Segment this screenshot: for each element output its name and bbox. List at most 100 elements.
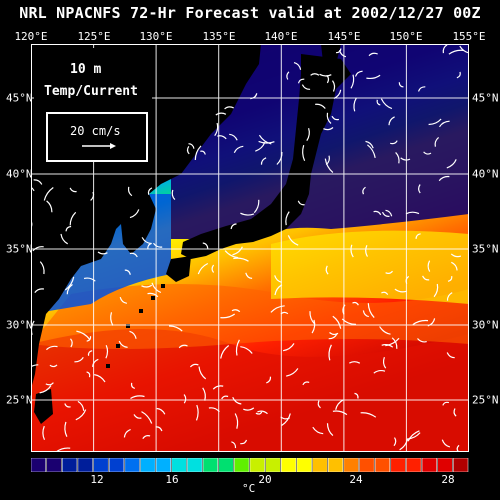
current-streak xyxy=(76,330,91,340)
current-streak xyxy=(110,312,114,326)
lat-label: 45°N xyxy=(472,91,499,105)
current-streak xyxy=(315,103,326,109)
current-streak xyxy=(390,140,398,145)
current-streak xyxy=(373,369,386,374)
current-streak xyxy=(326,112,332,124)
lon-label: 140°E xyxy=(264,30,298,43)
current-streak xyxy=(274,284,283,296)
current-streak xyxy=(395,151,400,164)
current-streak xyxy=(147,292,159,298)
lat-label: 35°N xyxy=(6,242,33,256)
current-streak xyxy=(333,89,342,100)
colorbar-tick-label: 16 xyxy=(165,473,179,486)
current-streak xyxy=(331,80,336,92)
current-streak xyxy=(70,338,73,348)
colorbar-tick-label: 20 xyxy=(258,473,272,486)
current-streak xyxy=(220,345,230,359)
current-streak xyxy=(328,333,338,340)
current-streak xyxy=(220,313,236,319)
current-streak xyxy=(233,145,244,153)
current-streak xyxy=(224,250,239,259)
colorbar-tick-label: 12 xyxy=(90,473,104,486)
current-scale-label: 20 cm/s xyxy=(70,124,121,138)
current-streak xyxy=(130,382,135,389)
current-streak xyxy=(380,98,393,110)
colorbar-swatch xyxy=(374,458,391,472)
current-streak xyxy=(168,325,183,332)
current-streak xyxy=(86,336,92,342)
colorbar-swatch xyxy=(31,458,46,472)
current-vectors xyxy=(31,44,469,452)
current-scale-box xyxy=(46,112,148,162)
current-streak xyxy=(367,144,376,159)
current-streak xyxy=(183,394,187,404)
current-streak xyxy=(231,309,241,313)
current-streak xyxy=(382,356,387,369)
current-streak xyxy=(129,252,138,258)
current-streak xyxy=(233,257,249,262)
current-streak xyxy=(302,381,310,386)
colorbar-swatch xyxy=(406,458,422,472)
current-streak xyxy=(255,411,263,415)
current-streak xyxy=(60,233,69,245)
lat-label: 35°N xyxy=(472,242,499,256)
current-streak xyxy=(368,52,378,57)
current-streak xyxy=(388,116,395,126)
current-streak xyxy=(450,253,462,258)
lat-label: 30°N xyxy=(472,318,499,332)
current-streak xyxy=(362,186,366,195)
current-streak xyxy=(422,275,430,281)
current-streak xyxy=(94,374,106,383)
current-streak xyxy=(438,175,450,182)
current-streak xyxy=(235,339,240,356)
lat-label: 25°N xyxy=(6,393,33,407)
lat-label: 25°N xyxy=(472,393,499,407)
current-streak xyxy=(202,242,209,249)
current-streak xyxy=(446,159,457,169)
current-streak xyxy=(171,189,176,201)
colorbar-swatch xyxy=(93,458,109,472)
current-streak xyxy=(86,371,91,378)
current-streak xyxy=(325,265,329,275)
current-streak xyxy=(306,128,310,142)
current-streak xyxy=(46,200,53,213)
current-streak xyxy=(354,70,363,77)
current-streak xyxy=(229,133,238,141)
current-streak xyxy=(446,292,453,301)
current-streak xyxy=(118,340,128,348)
colorbar-tick-label: 24 xyxy=(349,473,363,486)
current-streak xyxy=(391,337,398,349)
current-streak xyxy=(354,392,359,399)
current-streak xyxy=(385,337,400,347)
current-streak xyxy=(366,74,381,80)
map-grid xyxy=(31,44,469,452)
depth-label: 10 m xyxy=(70,62,102,77)
current-streak xyxy=(64,403,71,408)
current-streak xyxy=(178,344,188,349)
current-streak xyxy=(64,421,68,437)
current-streak xyxy=(257,410,268,415)
warm-water-region xyxy=(31,329,469,452)
current-streak xyxy=(42,425,46,440)
current-streak xyxy=(407,430,420,442)
current-streak xyxy=(224,106,234,110)
lon-label: 120°E xyxy=(14,30,48,43)
current-streak xyxy=(405,275,410,284)
lon-label: 135°E xyxy=(202,30,236,43)
current-streak xyxy=(214,122,219,137)
current-streak xyxy=(142,434,151,440)
current-streak xyxy=(87,350,93,356)
current-streak xyxy=(240,212,255,216)
current-streak xyxy=(423,151,432,155)
lat-label: 40°N xyxy=(6,167,33,181)
current-streak xyxy=(442,401,450,406)
current-streak xyxy=(276,151,283,165)
current-streak xyxy=(69,187,77,193)
current-streak xyxy=(417,86,426,92)
current-streak xyxy=(258,140,275,144)
temperature-current-map xyxy=(31,44,469,452)
colorbar-swatch xyxy=(46,458,62,472)
current-streak xyxy=(282,343,295,352)
korean-peninsula xyxy=(121,194,156,254)
taiwan xyxy=(34,389,53,424)
